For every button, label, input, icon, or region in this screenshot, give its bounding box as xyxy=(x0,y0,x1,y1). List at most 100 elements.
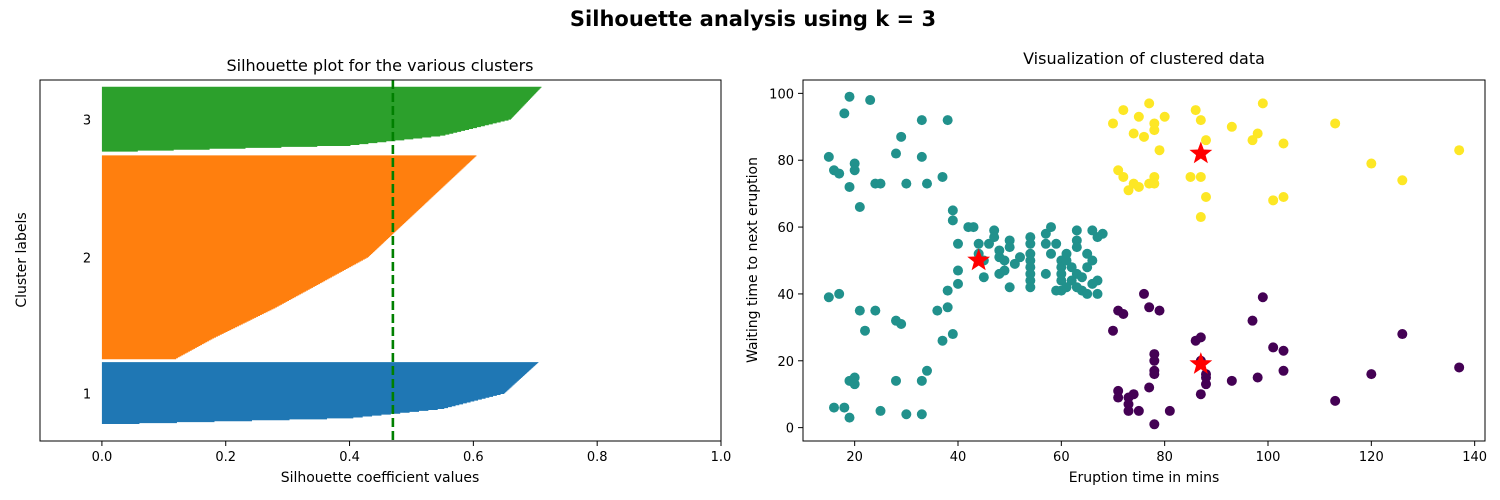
scatter-point-yellow xyxy=(1190,105,1201,116)
silhouette-x-tick-label: 0.8 xyxy=(587,450,608,465)
scatter-point-yellow xyxy=(1195,171,1206,182)
scatter-point-purple xyxy=(1226,375,1237,386)
scatter-point-teal xyxy=(968,222,979,233)
scatter-point-yellow xyxy=(1252,128,1263,139)
scatter-point-teal xyxy=(1071,242,1082,253)
scatter-point-yellow xyxy=(1330,118,1341,129)
scatter-point-teal xyxy=(823,292,834,303)
scatter-point-purple xyxy=(1154,305,1165,316)
scatter-point-teal xyxy=(942,115,953,126)
silhouette-cluster-2 xyxy=(101,155,477,360)
silhouette-plot: Silhouette plot for the various clusters… xyxy=(14,56,731,486)
scatter-x-tick-label: 40 xyxy=(950,450,967,465)
silhouette-plot-frame xyxy=(39,79,722,442)
scatter-point-teal xyxy=(823,151,834,162)
scatter-point-purple xyxy=(1144,382,1155,393)
scatter-point-purple xyxy=(1144,302,1155,313)
scatter-point-yellow xyxy=(1133,181,1144,192)
scatter-point-teal xyxy=(916,409,927,420)
scatter-point-teal xyxy=(1071,282,1082,293)
scatter-point-teal xyxy=(1046,248,1056,259)
scatter-x-tick-label: 140 xyxy=(1462,450,1487,465)
scatter-point-yellow xyxy=(1108,118,1118,129)
scatter-point-teal xyxy=(865,95,876,106)
scatter-point-yellow xyxy=(1397,175,1408,186)
silhouette-x-tick-label: 1.0 xyxy=(711,450,732,465)
scatter-x-tick-label: 100 xyxy=(1256,450,1281,465)
scatter-point-teal xyxy=(1015,252,1025,263)
cluster-label-3: 3 xyxy=(83,114,91,129)
scatter-point-yellow xyxy=(1128,128,1139,139)
scatter-point-purple xyxy=(1128,389,1139,400)
scatter-point-purple xyxy=(1195,332,1206,343)
scatter-x-tick-label: 20 xyxy=(846,450,863,465)
figure-title: Silhouette analysis using k = 3 xyxy=(570,7,936,31)
scatter-point-purple xyxy=(1201,372,1211,383)
scatter-point-teal xyxy=(1087,278,1098,289)
scatter-point-purple xyxy=(1397,329,1408,340)
scatter-point-teal xyxy=(844,412,855,423)
scatter-point-purple xyxy=(1252,372,1263,383)
scatter-point-purple xyxy=(1149,419,1160,430)
scatter-y-tick-label: 100 xyxy=(769,87,794,102)
scatter-point-teal xyxy=(973,238,984,249)
scatter-point-teal xyxy=(839,108,850,119)
scatter-point-purple xyxy=(1108,325,1118,336)
scatter-point-teal xyxy=(1082,288,1093,299)
scatter-point-teal xyxy=(1051,285,1062,296)
scatter-point-purple xyxy=(1366,369,1377,380)
scatter-point-teal xyxy=(839,402,850,413)
scatter-point-teal xyxy=(1077,272,1087,283)
scatter-point-teal xyxy=(901,178,912,189)
scatter-point-teal xyxy=(896,319,907,330)
scatter-point-teal xyxy=(891,375,901,386)
scatter-point-teal xyxy=(875,405,886,416)
centroid-star xyxy=(1189,352,1213,374)
scatter-point-purple xyxy=(1118,308,1129,319)
silhouette-x-ticks: 0.0 0.2 0.4 0.6 0.8 1.0 xyxy=(92,441,732,465)
silhouette-cluster-1 xyxy=(101,362,539,425)
scatter-point-teal xyxy=(1046,222,1056,233)
scatter-point-yellow xyxy=(1226,121,1237,132)
scatter-point-yellow xyxy=(1195,212,1206,223)
scatter-point-yellow xyxy=(1201,135,1211,146)
scatter-point-yellow xyxy=(1257,98,1268,109)
scatter-point-yellow xyxy=(1118,105,1129,116)
scatter-point-teal xyxy=(1092,288,1103,299)
scatter-point-yellow xyxy=(1201,191,1211,202)
scatter-point-teal xyxy=(891,148,901,159)
scatter-point-teal xyxy=(994,268,1005,279)
scatter-point-teal xyxy=(953,265,963,276)
scatter-point-teal xyxy=(844,181,855,192)
scatter-point-teal xyxy=(947,205,958,216)
silhouette-plot-title: Silhouette plot for the various clusters xyxy=(226,56,533,75)
scatter-point-teal xyxy=(932,305,943,316)
silhouette-x-tick-label: 0.4 xyxy=(339,450,360,465)
scatter-point-purple xyxy=(1278,345,1289,356)
scatter-point-yellow xyxy=(1278,191,1289,202)
scatter-point-teal xyxy=(1040,238,1051,249)
scatter-point-teal xyxy=(916,115,927,126)
scatter-point-teal xyxy=(937,335,948,346)
centroid-star xyxy=(967,248,991,271)
scatter-point-yellow xyxy=(1159,111,1170,122)
scatter-point-teal xyxy=(901,409,912,420)
scatter-x-tick-label: 120 xyxy=(1359,450,1384,465)
scatter-point-teal xyxy=(854,305,865,316)
silhouette-bars xyxy=(101,86,542,425)
scatter-point-yellow xyxy=(1366,158,1377,169)
scatter-point-teal xyxy=(1051,238,1062,249)
scatter-centroids xyxy=(967,141,1213,374)
scatter-point-purple xyxy=(1247,315,1258,326)
scatter-point-teal xyxy=(1087,255,1098,266)
scatter-y-tick-label: 20 xyxy=(777,355,794,370)
scatter-point-teal xyxy=(829,402,839,413)
scatter-plot: Visualization of clustered data 20 40 60 80… xyxy=(745,49,1487,486)
scatter-point-yellow xyxy=(1149,178,1160,189)
centroid-star xyxy=(1189,141,1213,164)
scatter-point-teal xyxy=(953,238,963,249)
scatter-point-teal xyxy=(844,91,855,102)
scatter-point-purple xyxy=(1123,405,1134,416)
cluster-label-1: 1 xyxy=(83,388,91,403)
